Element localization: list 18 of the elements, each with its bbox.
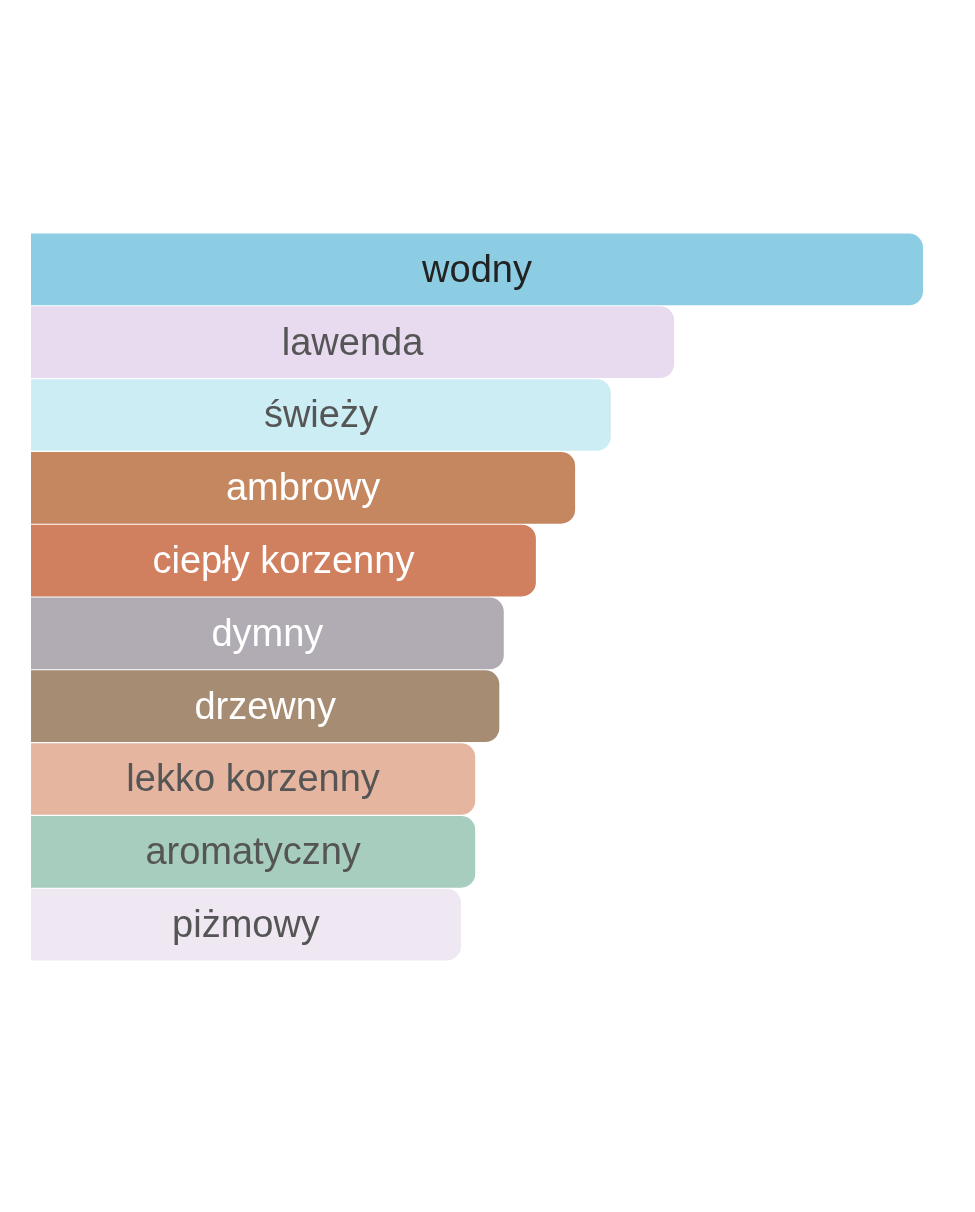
- y-tick-label: dymny: [211, 611, 324, 654]
- y-tick-label: ambrowy: [225, 466, 381, 509]
- bar: [31, 743, 476, 815]
- y-tick-label: świeży: [263, 393, 378, 436]
- bar: [31, 815, 476, 888]
- bar: [31, 233, 923, 306]
- bar: [31, 306, 675, 379]
- bar: [31, 379, 611, 451]
- y-tick-label: aromatyczny: [145, 830, 361, 873]
- y-tick-label: lawenda: [281, 320, 425, 363]
- bar: [31, 888, 461, 961]
- y-tick-label: lekko korzenny: [126, 757, 380, 800]
- y-tick-label: wodny: [421, 247, 532, 290]
- y-tick-label: ciepły korzenny: [152, 539, 415, 582]
- bar: [31, 670, 500, 743]
- y-tick-label: piżmowy: [172, 903, 320, 946]
- y-tick-label: drzewny: [194, 684, 336, 727]
- bar: [31, 597, 504, 670]
